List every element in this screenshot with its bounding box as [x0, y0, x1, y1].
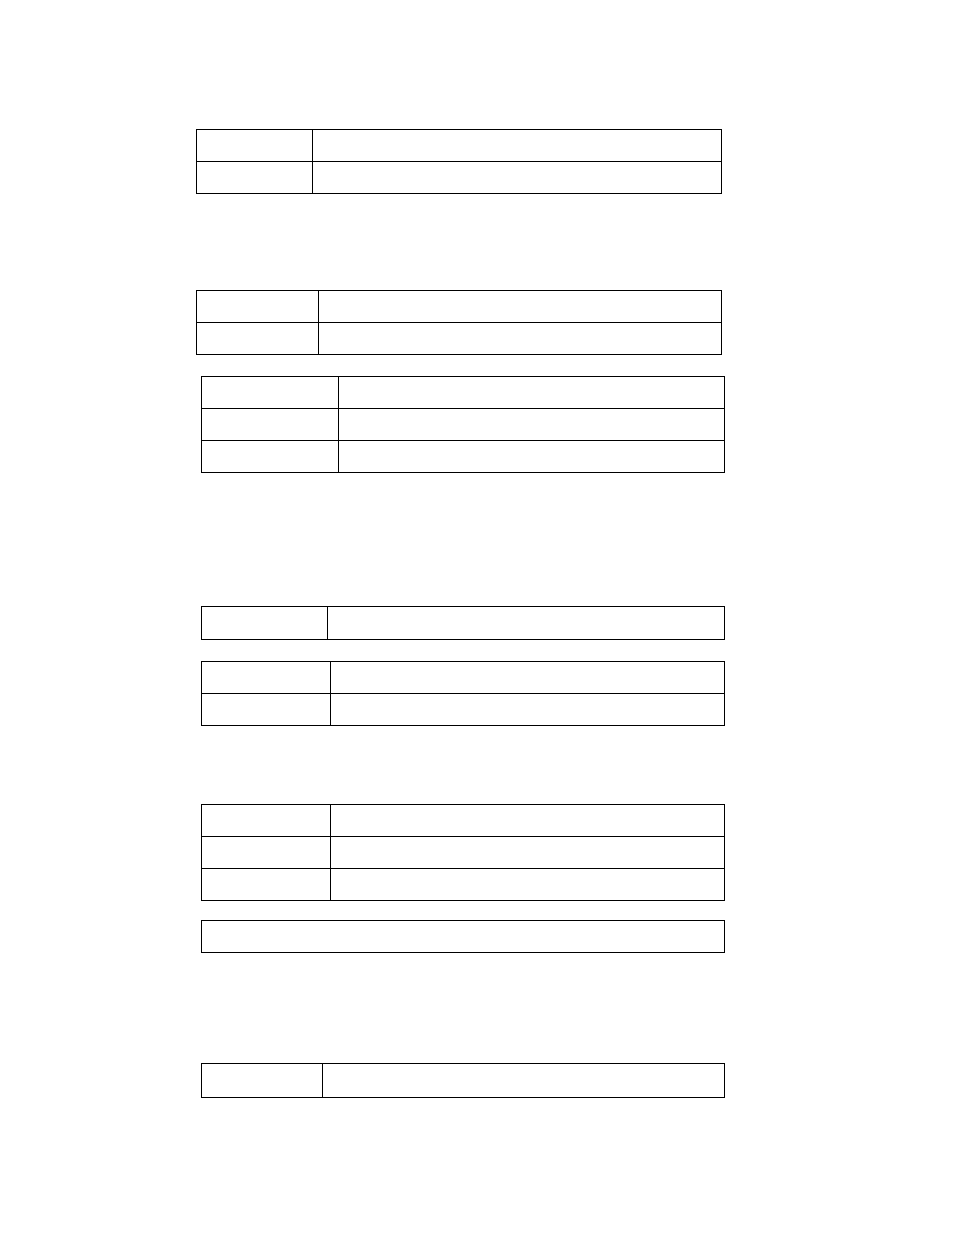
table-row: [202, 409, 725, 441]
cell: [202, 377, 339, 409]
table-row: [202, 837, 725, 869]
cell: [197, 291, 319, 323]
rect-r7: [201, 920, 725, 953]
table-row: [202, 805, 725, 837]
cell: [330, 662, 724, 694]
cell: [322, 1064, 724, 1098]
table-row: [202, 607, 725, 640]
cell: [327, 607, 724, 640]
cell: [202, 662, 331, 694]
cell: [330, 837, 724, 869]
cell: [330, 869, 724, 901]
cell: [312, 162, 721, 194]
table-row: [197, 291, 722, 323]
table-row: [197, 162, 722, 194]
cell: [330, 694, 724, 726]
table-row: [202, 377, 725, 409]
table-t1: [196, 129, 722, 194]
cell: [202, 694, 331, 726]
table-t2: [196, 290, 722, 355]
table-t6: [201, 804, 725, 901]
cell: [197, 162, 313, 194]
cell: [202, 805, 331, 837]
cell: [338, 377, 724, 409]
table-t5: [201, 661, 725, 726]
cell: [338, 409, 724, 441]
table-row: [202, 694, 725, 726]
cell: [202, 869, 331, 901]
table-row: [197, 130, 722, 162]
cell: [312, 130, 721, 162]
table-row: [202, 441, 725, 473]
table-row: [202, 869, 725, 901]
table-row: [197, 323, 722, 355]
cell: [202, 441, 339, 473]
cell: [330, 805, 724, 837]
table-row: [202, 662, 725, 694]
table-t8: [201, 1063, 725, 1098]
cell: [202, 409, 339, 441]
cell: [197, 130, 313, 162]
cell: [338, 441, 724, 473]
cell: [202, 1064, 323, 1098]
cell: [197, 323, 319, 355]
cell: [202, 837, 331, 869]
cell: [202, 607, 328, 640]
cell: [318, 323, 721, 355]
cell: [318, 291, 721, 323]
table-t3: [201, 376, 725, 473]
table-t4: [201, 606, 725, 640]
table-row: [202, 1064, 725, 1098]
